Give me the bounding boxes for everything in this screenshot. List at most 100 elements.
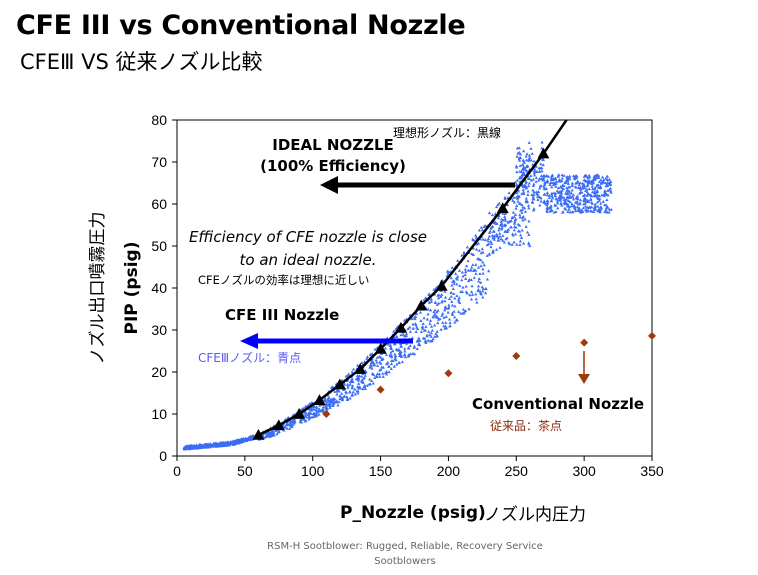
ideal-nozzle-label: IDEAL NOZZLE [272, 136, 394, 154]
cfe-point [502, 240, 506, 244]
cfe-point [356, 375, 360, 379]
cfe-point [397, 361, 401, 365]
cfe-point [543, 182, 547, 186]
cfe-point [577, 206, 581, 210]
cfe-point [524, 154, 528, 158]
cfe-point [556, 201, 560, 205]
cfe-point [490, 242, 494, 245]
cfe-point [555, 189, 560, 193]
cfe-point [508, 225, 513, 229]
cfe-point [501, 238, 505, 242]
cfe-point [563, 200, 568, 204]
cfe-point [465, 291, 469, 295]
cfe-point [520, 211, 524, 214]
cfe-point [389, 362, 394, 366]
cfe-point [421, 325, 425, 329]
cfe-point [604, 176, 608, 180]
cfe-point [519, 236, 524, 239]
cfe-point [323, 396, 327, 400]
ideal-point [313, 394, 326, 405]
cfe-point [386, 342, 390, 346]
cfe-point [506, 230, 510, 234]
x-axis-label-jp: ノズル内圧力 [484, 505, 586, 525]
cfe-point [484, 287, 488, 291]
cfe-point [603, 188, 607, 192]
cfe-point [515, 146, 520, 150]
cfe-point [374, 358, 378, 362]
cfe-point [340, 392, 344, 395]
cfe-point [426, 338, 430, 342]
cfe-point [541, 176, 545, 180]
cfe-point [389, 350, 393, 354]
cfe-point [560, 188, 564, 192]
y-tick-label: 70 [151, 154, 167, 170]
cfe-point [510, 242, 514, 246]
cfe-point [595, 189, 599, 192]
cfe-point [307, 412, 311, 416]
cfe-point [537, 169, 542, 173]
conventional-arrowhead-icon [578, 374, 590, 384]
cfe-point [567, 189, 571, 193]
cfe-point [403, 346, 407, 350]
cfe-point [527, 219, 531, 223]
cfe-point [455, 294, 459, 297]
cfe-point [512, 228, 516, 232]
cfe-point [568, 205, 572, 209]
cfe-point [575, 181, 579, 185]
cfe-point [518, 213, 522, 217]
cfe-point [602, 192, 606, 196]
cfe-point [518, 156, 523, 159]
cfe-point [529, 174, 533, 177]
cfe-point [606, 184, 610, 188]
cfe-point [443, 308, 447, 312]
cfe-point [308, 411, 312, 415]
cfe-point [433, 300, 438, 304]
ideal-point [252, 429, 265, 440]
cfe-point [560, 191, 564, 195]
cfe-point [434, 315, 438, 319]
cfe-point [195, 446, 200, 450]
cfe-point [472, 275, 476, 279]
cfe-point [348, 396, 352, 400]
cfe-point [550, 174, 554, 178]
x-axis-label: P_Nozzle (psig) [340, 503, 486, 523]
cfe-point [582, 202, 586, 206]
cfe-point [216, 443, 220, 446]
cfe-point [216, 444, 220, 448]
cfe-point [510, 215, 514, 219]
cfe-point [432, 310, 436, 314]
cfe-point [531, 188, 535, 192]
cfe-point [503, 216, 507, 220]
cfe-point [505, 236, 509, 240]
cfe-point [482, 263, 486, 267]
cfe-point [351, 380, 355, 383]
cfe-point [566, 210, 570, 214]
cfe-point [562, 173, 566, 177]
cfe-point [365, 355, 370, 359]
cfe-point [533, 167, 537, 171]
cfe-point [551, 183, 556, 187]
cfe-point [539, 199, 543, 203]
cfe-point [521, 215, 526, 218]
cfe-point [547, 193, 551, 197]
cfe-point [525, 158, 529, 162]
cfe-point [423, 328, 427, 332]
cfe-point [489, 240, 493, 244]
cfe-point [231, 442, 236, 446]
cfe-point [429, 324, 434, 328]
cfe-point [555, 197, 559, 201]
cfe-point [573, 207, 577, 211]
cfe-point [497, 228, 501, 232]
cfe-point [571, 197, 576, 201]
cfe-point [443, 295, 448, 299]
cfe-point [378, 374, 382, 378]
cfe-point [590, 184, 594, 188]
cfe-point [338, 397, 342, 401]
cfe-point [595, 176, 599, 180]
cfe-point [522, 172, 526, 175]
cfe-point [467, 277, 472, 281]
cfe-point [565, 177, 569, 181]
cfe-point [599, 181, 603, 185]
cfe-point [346, 397, 350, 401]
cfe-point [490, 213, 495, 217]
